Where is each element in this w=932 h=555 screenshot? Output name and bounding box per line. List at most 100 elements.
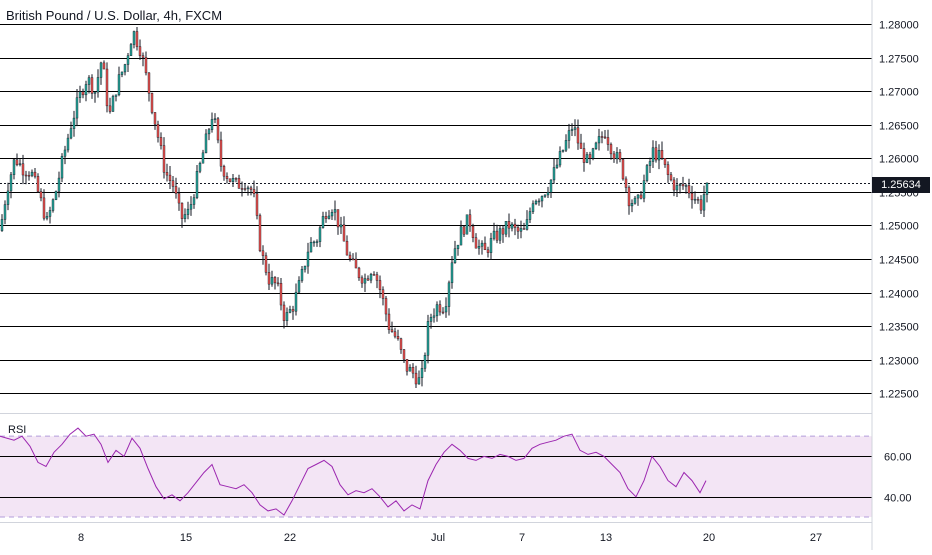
candle-down [612,153,616,160]
candle-down [666,164,670,175]
candle-down [507,221,511,229]
candle-up [57,177,61,192]
candle-down [384,298,388,315]
candle-down [486,249,490,253]
candle-up [75,97,79,119]
candle-down [279,283,283,306]
candle-up [525,219,529,230]
candle-down [258,215,262,252]
candle-down [357,267,361,279]
candle-up [99,62,103,78]
candle-down [441,311,445,314]
candle-up [72,117,76,129]
candle-up [213,118,217,120]
candle-down [171,180,175,187]
candle-down [42,197,46,219]
candle-down [150,93,154,113]
candle-down [579,142,583,149]
time-tick-label: Jul [431,532,445,544]
candle-up [540,196,544,202]
candle-down [255,193,259,216]
candle-up [519,228,523,232]
candle-down [393,331,397,337]
candle-up [48,210,52,217]
candle-down [366,278,370,281]
candle-down [276,282,280,285]
candle-up [315,241,319,243]
candle-up [60,155,64,179]
price-tick-label: 1.25000 [879,221,919,233]
candle-down [483,242,487,251]
candle-up [186,208,190,215]
price-tick-label: 1.26500 [879,121,919,133]
candle-up [192,197,196,205]
candle-up [114,94,118,97]
candle-up [6,190,10,205]
candle-up [312,241,316,244]
candle-down [252,189,256,194]
candle-up [552,167,556,181]
candle-up [567,130,571,141]
candle-down [39,191,43,199]
candle-up [504,221,508,235]
candle-up [45,216,49,219]
candle-down [660,150,664,159]
time-tick-label: 15 [180,532,192,544]
candle-up [453,248,457,264]
candle-down [336,209,340,228]
candle-down [156,124,160,138]
time-tick-label: 13 [600,532,612,544]
time-tick-label: 8 [78,532,84,544]
candle-up [597,136,601,144]
candle-up [309,241,313,253]
candle-up [204,133,208,154]
candle-up [594,142,598,149]
candle-down [345,240,349,256]
candle-down [240,188,244,190]
candle-down [387,313,391,330]
candle-up [9,174,13,192]
candle-down [219,139,223,167]
candle-down [687,185,691,194]
candle-up [450,262,454,284]
candle-up [363,278,367,284]
candle-down [135,31,139,47]
candle-up [426,321,430,356]
candle-up [288,309,292,313]
candle-up [465,214,469,235]
candle-down [21,163,25,176]
candle-down [108,105,112,112]
candle-up [333,209,337,213]
candle-down [180,202,184,219]
candle-up [573,127,577,130]
candle-down [600,136,604,138]
candle-down [267,272,271,285]
price-tick-label: 1.28000 [879,20,919,32]
candle-up [132,31,136,45]
candle-up [117,74,121,96]
candle-up [120,71,124,75]
candle-up [585,154,589,163]
candle-up [123,64,127,73]
rsi-label: RSI [8,424,27,436]
candle-up [129,44,133,56]
candle-down [462,226,466,235]
candle-down [399,338,403,350]
candle-down [501,228,505,235]
candle-up [459,226,463,246]
candle-up [435,304,439,317]
candle-down [618,152,622,160]
candle-up [447,282,451,307]
candle-down [405,359,409,372]
candle-down [690,193,694,201]
candle-down [102,62,106,70]
price-tick-label: 1.27500 [879,54,919,66]
candle-down [342,224,346,242]
candle-up [537,200,541,203]
candle-up [63,149,67,157]
candle-up [84,84,88,96]
candle-up [210,119,214,130]
candle-down [168,174,172,181]
candle-down [141,55,145,58]
